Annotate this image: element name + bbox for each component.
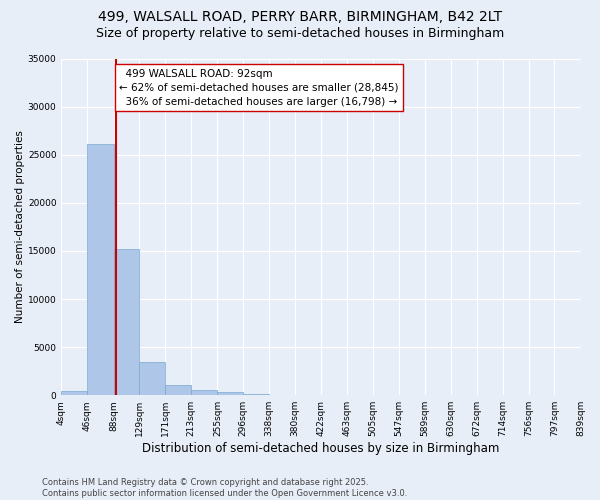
Bar bbox=[61, 392, 88, 395]
Bar bbox=[113, 249, 139, 395]
Y-axis label: Number of semi-detached properties: Number of semi-detached properties bbox=[15, 130, 25, 324]
Bar bbox=[191, 390, 217, 395]
Bar bbox=[139, 362, 165, 395]
X-axis label: Distribution of semi-detached houses by size in Birmingham: Distribution of semi-detached houses by … bbox=[142, 442, 500, 455]
Bar bbox=[243, 394, 269, 395]
Text: 499 WALSALL ROAD: 92sqm
← 62% of semi-detached houses are smaller (28,845)
  36%: 499 WALSALL ROAD: 92sqm ← 62% of semi-de… bbox=[119, 68, 399, 106]
Text: 499, WALSALL ROAD, PERRY BARR, BIRMINGHAM, B42 2LT: 499, WALSALL ROAD, PERRY BARR, BIRMINGHA… bbox=[98, 10, 502, 24]
Bar bbox=[165, 384, 191, 395]
Bar bbox=[217, 392, 243, 395]
Bar bbox=[88, 144, 113, 395]
Text: Contains HM Land Registry data © Crown copyright and database right 2025.
Contai: Contains HM Land Registry data © Crown c… bbox=[42, 478, 407, 498]
Text: Size of property relative to semi-detached houses in Birmingham: Size of property relative to semi-detach… bbox=[96, 28, 504, 40]
